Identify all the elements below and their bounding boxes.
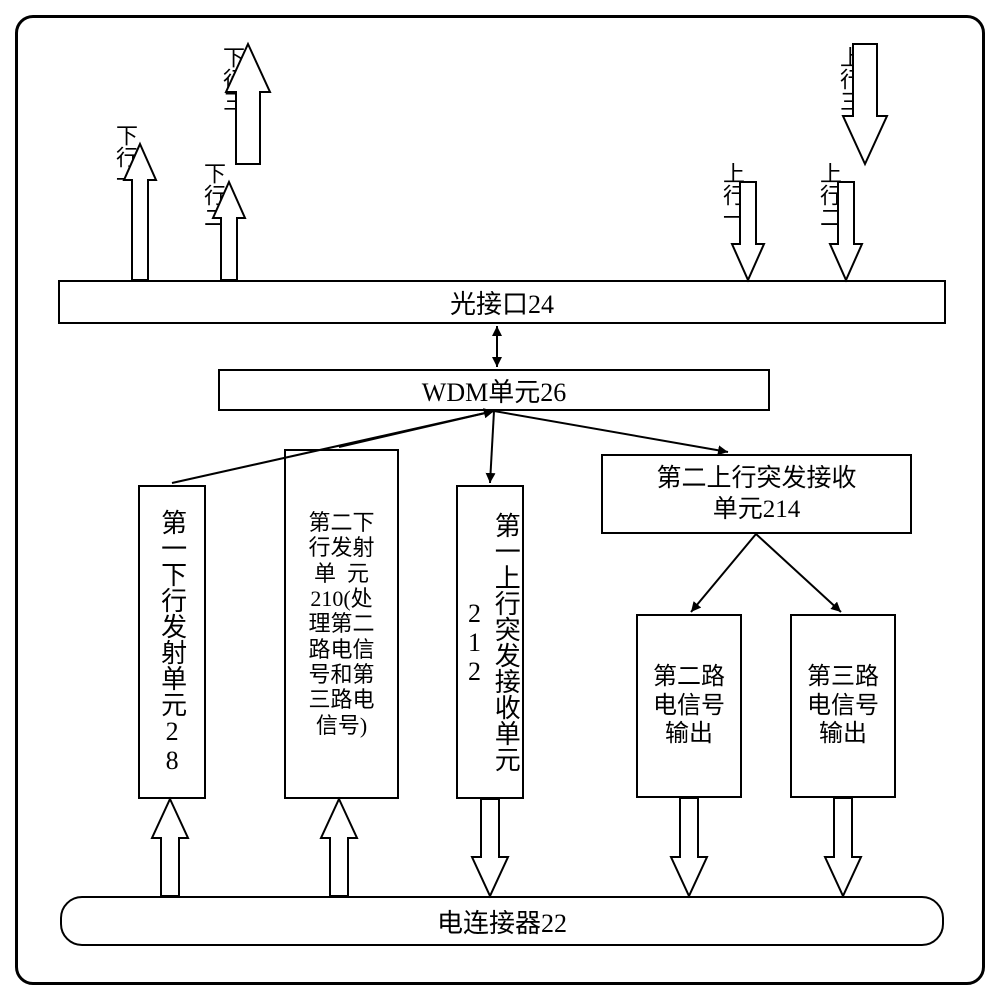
block-connector-label: 电连接器22 — [437, 903, 567, 940]
block-first-down-tx: 第一下行发射单元28 — [138, 485, 206, 799]
block-wdm-unit: WDM单元26 — [218, 369, 770, 411]
block-wdm-unit-label: WDM单元26 — [422, 372, 566, 409]
block-second-sig-out: 第二路电信号输出 — [636, 614, 742, 798]
block-second-down-tx: 第二下行发射单 元210(处理第二路电信号和第三路电信号) — [284, 449, 399, 799]
block-first-down-tx-label: 第一下行发射单元28 — [156, 509, 187, 775]
label-down-3: 下行三 — [216, 46, 248, 112]
block-second-up-rx: 第二上行突发接收单元214 — [601, 454, 912, 534]
block-connector: 电连接器22 — [60, 896, 944, 946]
label-down-1: 下行一 — [109, 124, 141, 190]
block-optical-interface-label: 光接口24 — [450, 284, 554, 321]
block-third-sig-out: 第三路电信号输出 — [790, 614, 896, 798]
label-up-2: 上行二 — [813, 162, 845, 228]
block-first-up-rx-label: 第一上行突发接收单元212 — [459, 493, 521, 791]
block-second-sig-out-label: 第二路电信号输出 — [653, 663, 725, 749]
block-second-down-tx-label: 第二下行发射单 元210(处理第二路电信号和第三路电信号) — [308, 510, 374, 738]
block-optical-interface: 光接口24 — [58, 280, 946, 324]
label-up-1: 上行一 — [716, 162, 748, 228]
block-second-up-rx-label: 第二上行突发接收单元214 — [656, 463, 856, 526]
block-first-up-rx: 第一上行突发接收单元212 — [456, 485, 524, 799]
block-third-sig-out-label: 第三路电信号输出 — [807, 663, 879, 749]
label-up-3: 上行三 — [833, 46, 865, 112]
diagram-canvas: 下行一 下行二 下行三 上行一 上行二 上行三 光接口24 WDM单元26 第一… — [0, 0, 1000, 999]
label-down-2: 下行二 — [197, 162, 229, 228]
